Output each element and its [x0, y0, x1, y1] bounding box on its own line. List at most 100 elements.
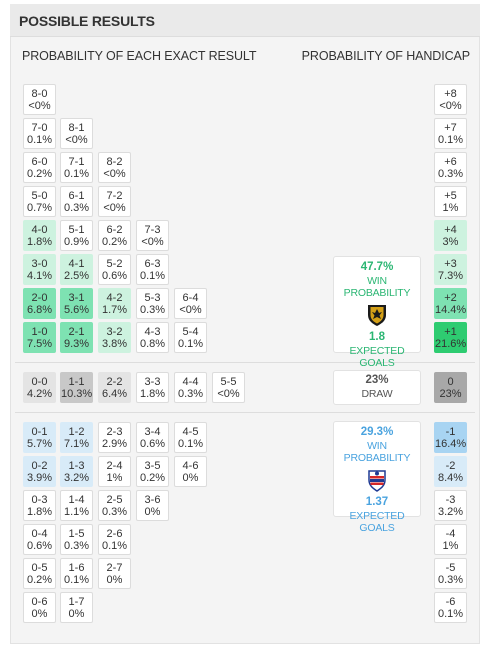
cell-score: 2-1 [68, 326, 85, 338]
cell-probability: 0.1% [63, 168, 90, 180]
exact-result-cell: 5-0 0.7% [23, 186, 56, 217]
cell-probability: 0.8% [139, 338, 166, 350]
exact-result-heading: PROBABILITY OF EACH EXACT RESULT [22, 49, 257, 63]
cell-probability: 1% [106, 472, 123, 484]
home-win-probability: 47.7% [360, 261, 394, 273]
handicap-cell: 0 23% [434, 372, 467, 403]
cell-probability: <0% [141, 236, 164, 248]
cell-score: 1-7 [68, 596, 85, 608]
cell-probability: 3.9% [26, 472, 53, 484]
exact-result-cell: 7-0 0.1% [23, 118, 56, 149]
handicap-cell: +6 0.3% [434, 152, 467, 183]
cell-probability: 14.4% [435, 304, 467, 316]
thailand-crest-icon [368, 470, 386, 492]
exact-result-cell: 2-0 6.8% [23, 288, 56, 319]
handicap-cell: -6 0.1% [434, 592, 467, 623]
cell-score: 2-3 [106, 426, 123, 438]
cell-score: 2-6 [106, 528, 123, 540]
home-team-card: 47.7% WIN PROBABILITY 1.8 EXPECTED GOALS [333, 256, 421, 369]
divider-draw-away [15, 412, 475, 413]
exact-result-cell: 4-5 0.1% [174, 422, 207, 453]
cell-probability: 1% [442, 202, 459, 214]
cell-score: +1 [444, 326, 457, 338]
exact-result-cell: 6-2 0.2% [98, 220, 131, 251]
cell-score: 4-3 [144, 326, 161, 338]
cell-probability: 0% [106, 574, 123, 586]
cell-probability: 0.3% [177, 388, 204, 400]
exact-result-cell: 1-3 3.2% [60, 456, 93, 487]
handicap-cell: +4 3% [434, 220, 467, 251]
cell-score: 1-3 [68, 460, 85, 472]
cell-probability: 1.1% [63, 506, 90, 518]
exact-result-cell: 3-2 3.8% [98, 322, 131, 353]
cell-probability: 0.3% [437, 574, 464, 586]
cell-probability: 0.1% [139, 270, 166, 282]
handicap-cell: +8 <0% [434, 84, 467, 115]
cell-probability: 9.3% [63, 338, 90, 350]
handicap-cell: +5 1% [434, 186, 467, 217]
exact-result-cell: 2-2 6.4% [98, 372, 131, 403]
exact-result-cell: 2-1 9.3% [60, 322, 93, 353]
exact-result-cell: 4-4 0.3% [174, 372, 207, 403]
exact-result-cell: 1-1 10.3% [60, 372, 93, 403]
cell-score: -5 [445, 562, 456, 574]
cell-probability: 3.8% [101, 338, 128, 350]
exact-result-cell: 7-1 0.1% [60, 152, 93, 183]
cell-probability: 7.3% [437, 270, 464, 282]
handicap-heading: PROBABILITY OF HANDICAP [301, 49, 470, 63]
cell-score: 0 [447, 376, 454, 388]
cell-score: 8-0 [31, 88, 48, 100]
handicap-cell: -4 1% [434, 524, 467, 555]
cell-probability: 5.7% [26, 438, 53, 450]
cell-probability: 0.3% [101, 506, 128, 518]
exact-result-cell: 4-6 0% [174, 456, 207, 487]
exact-result-cell: 5-4 0.1% [174, 322, 207, 353]
exact-result-cell: 0-1 5.7% [23, 422, 56, 453]
draw-label: DRAW [361, 388, 393, 400]
exact-result-cell: 1-2 7.1% [60, 422, 93, 453]
handicap-cell: +7 0.1% [434, 118, 467, 149]
cell-score: -6 [445, 596, 456, 608]
cell-probability: 1.8% [139, 388, 166, 400]
cell-score: 7-0 [31, 122, 48, 134]
cell-probability: 1% [442, 540, 459, 552]
away-expected-goals: 1.37 [365, 496, 389, 508]
cell-probability: 6.4% [101, 388, 128, 400]
cell-probability: 21.6% [435, 338, 467, 350]
exact-result-cell: 3-5 0.2% [136, 456, 169, 487]
exact-result-cell: 1-5 0.3% [60, 524, 93, 555]
handicap-cell: +2 14.4% [434, 288, 467, 319]
exact-result-cell: 0-0 4.2% [23, 372, 56, 403]
exact-result-cell: 4-2 1.7% [98, 288, 131, 319]
cell-score: 2-4 [106, 460, 123, 472]
away-win-probability: 29.3% [360, 426, 394, 438]
cell-score: 2-0 [31, 292, 48, 304]
cell-probability: 0.2% [101, 236, 128, 248]
cell-score: -4 [445, 528, 456, 540]
cell-probability: 10.3% [61, 388, 93, 400]
cell-score: 1-0 [31, 326, 48, 338]
exact-result-cell: 5-2 0.6% [98, 254, 131, 285]
exact-result-cell: 0-4 0.6% [23, 524, 56, 555]
cell-score: 5-4 [182, 326, 199, 338]
home-goals-label: EXPECTED GOALS [349, 345, 405, 369]
exact-result-cell: 2-6 0.1% [98, 524, 131, 555]
cell-score: 5-0 [31, 190, 48, 202]
handicap-cell: -3 3.2% [434, 490, 467, 521]
cell-score: 3-4 [144, 426, 161, 438]
cell-probability: 1.7% [101, 304, 128, 316]
cell-probability: <0% [103, 168, 126, 180]
cell-score: 5-1 [68, 224, 85, 236]
draw-probability: 23% [365, 374, 389, 386]
cell-probability: 0.1% [101, 540, 128, 552]
indonesia-crest-icon [368, 305, 386, 326]
cell-score: 1-6 [68, 562, 85, 574]
cell-probability: 0.2% [139, 472, 166, 484]
cell-probability: <0% [28, 100, 51, 112]
cell-score: 7-1 [68, 156, 85, 168]
exact-result-cell: 0-2 3.9% [23, 456, 56, 487]
cell-score: 4-0 [31, 224, 48, 236]
cell-score: 4-6 [182, 460, 199, 472]
cell-score: +4 [444, 224, 457, 236]
cell-score: 0-6 [31, 596, 48, 608]
